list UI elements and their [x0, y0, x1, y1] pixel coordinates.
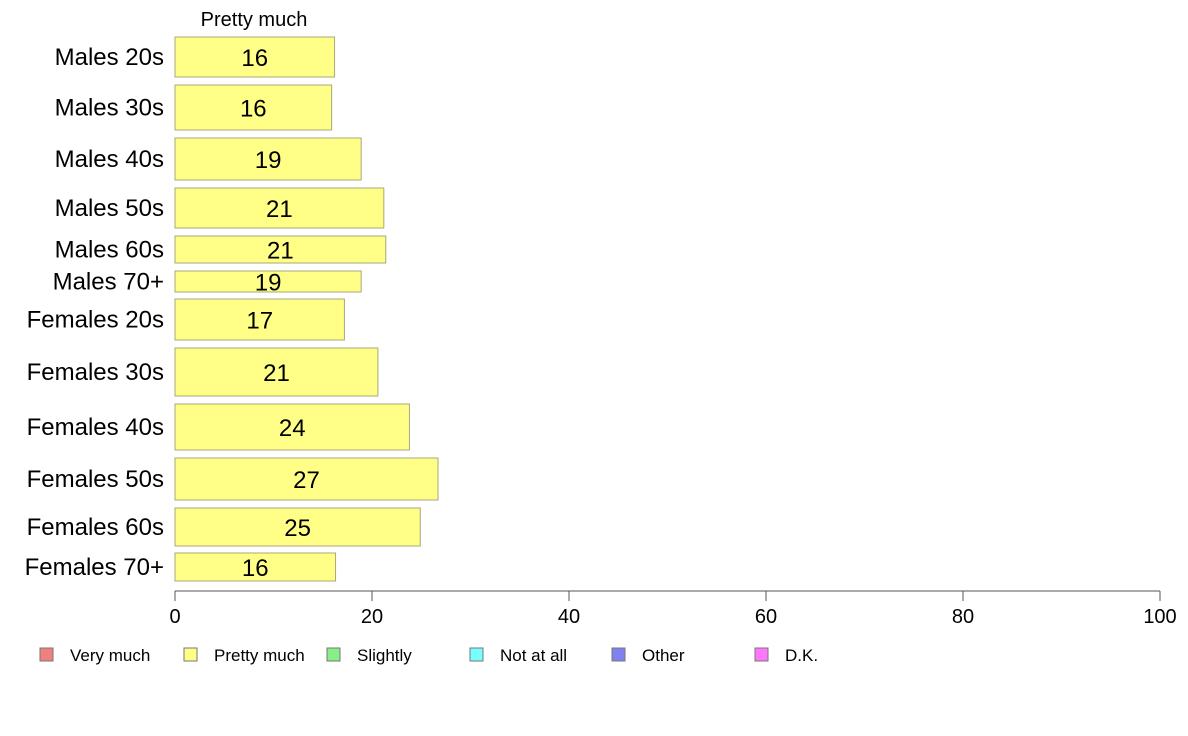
x-tick-label-80: 80: [952, 606, 974, 628]
category-label-males-30s: Males 30s: [55, 95, 164, 122]
category-label-females-70-plus: Females 70+: [25, 554, 164, 581]
bar-females-70-plus: [174, 552, 337, 582]
category-label-males-70-plus: Males 70+: [53, 269, 164, 296]
category-label-females-50s: Females 50s: [27, 466, 164, 493]
legend: Very much Pretty much Slightly Not at all Ot…: [39, 646, 818, 665]
bars: Males 20s 16 Males 30s 16 Males 40s 19 Males 5…: [25, 36, 439, 582]
bar-males-70-plus: [174, 270, 362, 293]
value-label-females-60s: 25: [284, 515, 311, 542]
legend-label-d-k: D.K.: [785, 646, 818, 665]
category-label-females-60s: Females 60s: [27, 514, 164, 541]
category-label-males-60s: Males 60s: [55, 237, 164, 264]
bar-males-40s: [174, 137, 362, 181]
value-label-males-50s: 21: [266, 196, 293, 223]
bar-males-30s: [174, 84, 333, 131]
legend-label-not-at-all: Not at all: [500, 646, 567, 665]
category-label-males-20s: Males 20s: [55, 44, 164, 71]
legend-swatch-pretty-much: [183, 647, 198, 662]
value-label-females-70-plus: 16: [242, 555, 269, 582]
category-label-males-40s: Males 40s: [55, 146, 164, 173]
legend-label-pretty-much: Pretty much: [214, 646, 305, 665]
x-tick-label-100: 100: [1143, 606, 1176, 628]
bar-females-50s: [174, 457, 439, 501]
top-series-label: Pretty much: [201, 9, 308, 31]
legend-swatch-very-much: [39, 647, 54, 662]
legend-label-very-much: Very much: [70, 646, 150, 665]
value-label-males-70-plus: 19: [255, 270, 282, 297]
x-tick-label-0: 0: [169, 606, 180, 628]
legend-swatch-slightly: [326, 647, 341, 662]
value-label-males-60s: 21: [267, 238, 294, 265]
value-label-males-40s: 19: [255, 147, 282, 174]
bar-males-50s: [174, 187, 385, 229]
bar-females-30s: [174, 347, 379, 397]
legend-swatch-other: [611, 647, 626, 662]
x-axis: 0 20 40 60 80 100: [169, 590, 1177, 628]
x-tick-label-20: 20: [361, 606, 383, 628]
bar-females-60s: [174, 507, 421, 547]
legend-label-other: Other: [642, 646, 685, 665]
category-label-females-30s: Females 30s: [27, 359, 164, 386]
bar-males-20s: [174, 36, 336, 78]
value-label-females-30s: 21: [263, 360, 290, 387]
legend-label-slightly: Slightly: [357, 646, 412, 665]
legend-swatch-d-k: [754, 647, 769, 662]
bar-males-60s: [174, 235, 387, 264]
legend-swatch-not-at-all: [469, 647, 484, 662]
category-label-females-20s: Females 20s: [27, 307, 164, 334]
value-label-males-20s: 16: [241, 45, 268, 72]
bar-females-20s: [174, 298, 345, 341]
category-label-males-50s: Males 50s: [55, 195, 164, 222]
x-tick-label-60: 60: [755, 606, 777, 628]
bar-females-40s: [174, 403, 410, 451]
x-tick-label-40: 40: [558, 606, 580, 628]
value-label-females-20s: 17: [246, 308, 273, 335]
category-label-females-40s: Females 40s: [27, 414, 164, 441]
value-label-females-40s: 24: [279, 415, 306, 442]
value-label-females-50s: 27: [293, 467, 320, 494]
value-label-males-30s: 16: [240, 96, 267, 123]
